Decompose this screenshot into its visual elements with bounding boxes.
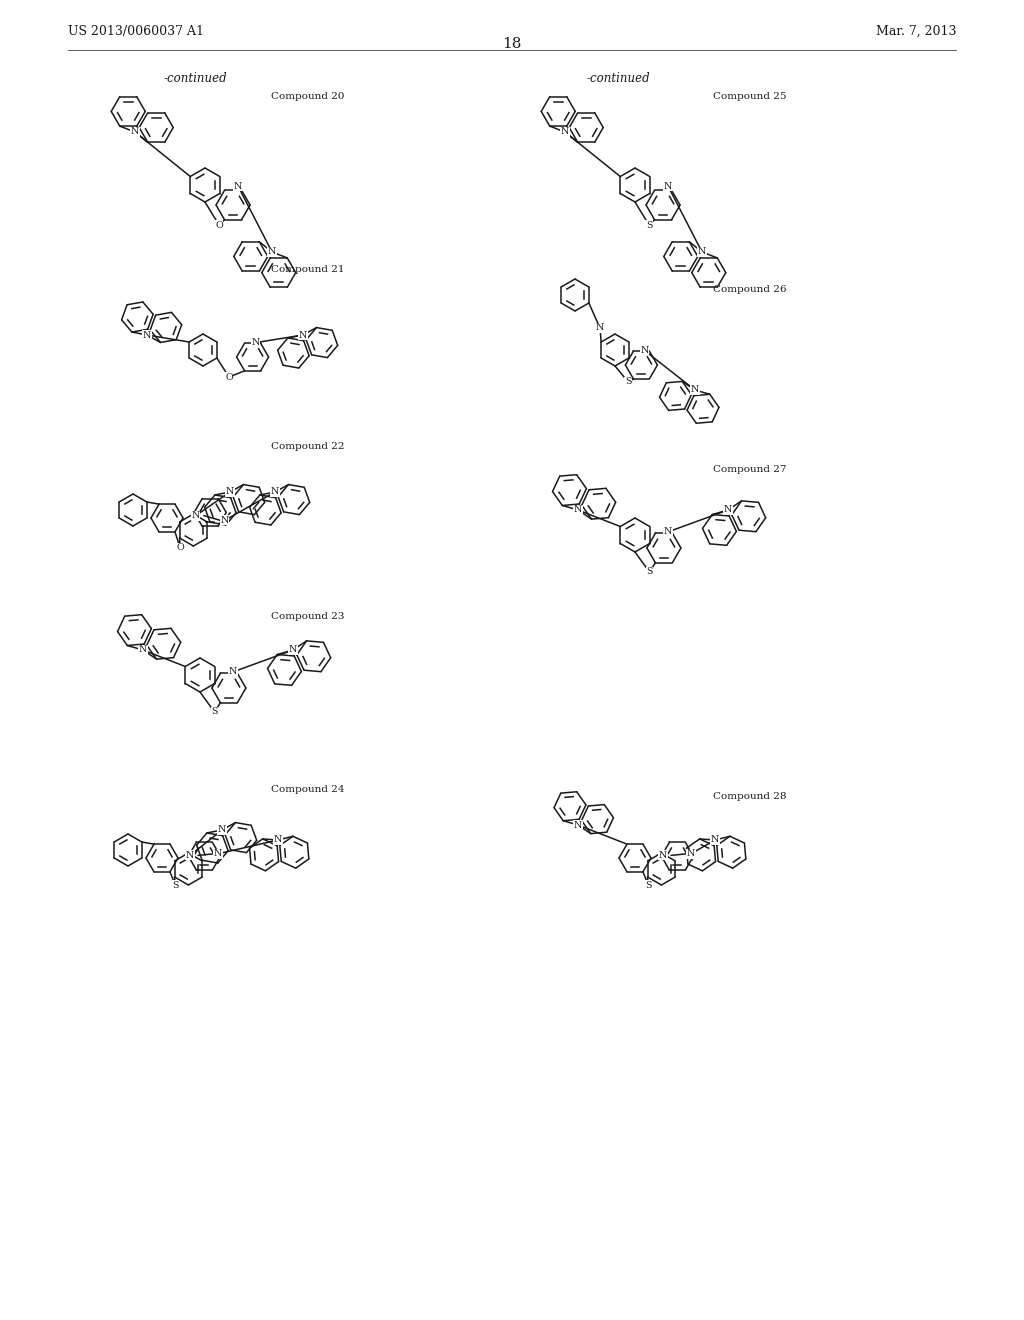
Text: N: N (273, 836, 283, 845)
Text: N: N (640, 346, 649, 355)
Text: 18: 18 (503, 37, 521, 51)
Text: N: N (299, 330, 307, 339)
Text: N: N (131, 128, 139, 136)
Text: O: O (176, 544, 184, 553)
Text: N: N (573, 506, 583, 515)
Text: N: N (214, 849, 222, 858)
Text: S: S (211, 708, 218, 717)
Text: S: S (646, 568, 652, 577)
Text: N: N (226, 487, 234, 496)
Text: US 2013/0060037 A1: US 2013/0060037 A1 (68, 25, 204, 38)
Text: Compound 23: Compound 23 (271, 612, 345, 620)
Text: O: O (225, 372, 232, 381)
Text: N: N (664, 528, 673, 536)
Text: N: N (218, 825, 226, 834)
Text: N: N (289, 645, 297, 655)
Text: N: N (573, 821, 583, 829)
Text: N: N (711, 836, 719, 845)
Text: Compound 27: Compound 27 (714, 465, 786, 474)
Text: S: S (646, 220, 652, 230)
Text: -continued: -continued (586, 73, 650, 84)
Text: N: N (561, 128, 569, 136)
Text: N: N (220, 516, 228, 525)
Text: N: N (139, 645, 147, 655)
Text: N: N (185, 851, 195, 859)
Text: O: O (215, 220, 223, 230)
Text: N: N (142, 330, 152, 339)
Text: N: N (270, 487, 280, 496)
Text: N: N (697, 248, 707, 256)
Text: N: N (664, 182, 673, 191)
Text: N: N (658, 851, 668, 859)
Text: N: N (229, 668, 238, 676)
Text: Compound 20: Compound 20 (271, 92, 345, 102)
Text: Compound 28: Compound 28 (714, 792, 786, 801)
Text: N: N (191, 511, 200, 520)
Text: N: N (252, 338, 260, 347)
Text: S: S (172, 880, 178, 890)
Text: S: S (645, 880, 651, 890)
Text: S: S (625, 378, 632, 387)
Text: -continued: -continued (163, 73, 226, 84)
Text: N: N (596, 323, 604, 333)
Text: Compound 24: Compound 24 (271, 785, 345, 795)
Text: Mar. 7, 2013: Mar. 7, 2013 (876, 25, 956, 38)
Text: N: N (268, 248, 276, 256)
Text: N: N (691, 385, 699, 395)
Text: N: N (687, 849, 695, 858)
Text: Compound 26: Compound 26 (714, 285, 786, 294)
Text: N: N (233, 182, 243, 191)
Text: N: N (724, 506, 732, 515)
Text: Compound 21: Compound 21 (271, 265, 345, 275)
Text: Compound 22: Compound 22 (271, 442, 345, 451)
Text: Compound 25: Compound 25 (714, 92, 786, 102)
